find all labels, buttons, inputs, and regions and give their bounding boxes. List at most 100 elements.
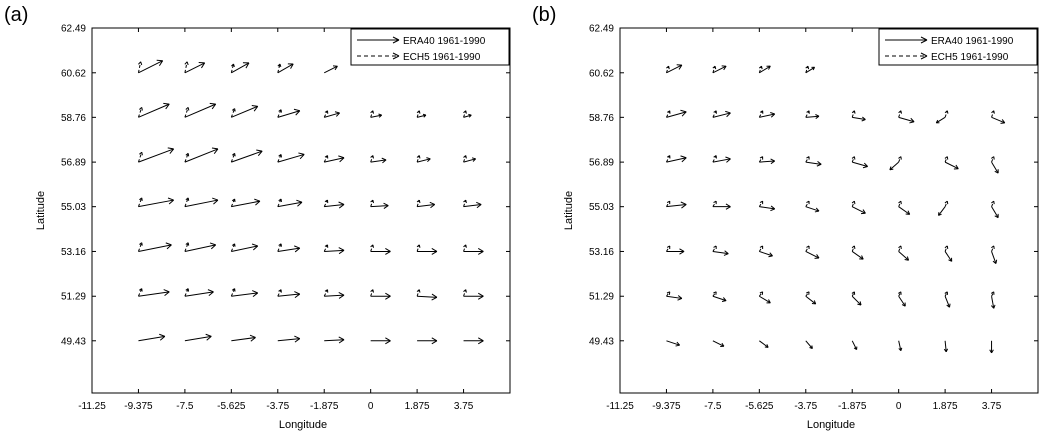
vector-head <box>768 299 771 304</box>
vector-head <box>944 110 948 114</box>
ech5-wind-vector <box>712 291 717 297</box>
vector-shaft <box>712 291 717 297</box>
vector-shaft <box>184 291 214 297</box>
vector-head <box>209 242 216 246</box>
vector-shaft <box>759 295 771 304</box>
vector-head <box>898 245 902 249</box>
vector-shaft <box>184 103 216 118</box>
vector-shaft <box>277 201 303 208</box>
vector-shaft <box>898 245 902 252</box>
ech5-wind-vector <box>665 65 670 73</box>
vector-head <box>324 155 328 158</box>
vector-shaft <box>805 161 822 165</box>
vector-head <box>167 147 174 150</box>
vector-head <box>166 244 172 250</box>
vector-shaft <box>324 112 340 118</box>
vector-shaft <box>666 203 687 208</box>
vector-shaft <box>416 199 420 207</box>
y-tick-label: 55.03 <box>61 202 86 213</box>
era40-wind-vector <box>805 251 820 259</box>
vector-head <box>370 289 374 292</box>
vector-head <box>293 108 300 112</box>
y-tick-label: 60.62 <box>589 68 614 79</box>
vector-shaft <box>759 65 771 74</box>
vector-head <box>252 290 258 294</box>
vector-shaft <box>805 110 810 118</box>
vector-head <box>681 204 687 209</box>
x-tick-label: -11.25 <box>78 401 106 412</box>
vector-shaft <box>463 155 467 163</box>
vector-head <box>211 147 218 150</box>
vector-head <box>294 335 300 340</box>
vector-head <box>944 156 948 159</box>
ech5-wind-vector <box>758 291 764 297</box>
vector-head <box>898 200 902 204</box>
vector-shaft <box>944 200 948 207</box>
vector-head <box>770 205 776 210</box>
vector-head <box>431 248 438 252</box>
vector-shaft <box>463 158 476 163</box>
vector-head <box>201 62 206 69</box>
era40-wind-vector <box>231 198 261 208</box>
era40-wind-vector <box>935 116 946 124</box>
vector-head <box>385 251 391 255</box>
vector-head <box>324 289 328 292</box>
ech5-wind-vector <box>665 110 671 118</box>
vector-shaft <box>137 152 143 163</box>
vector-shaft <box>759 206 775 210</box>
y-tick-label: 62.49 <box>589 24 614 35</box>
vector-head <box>210 244 217 250</box>
vector-shaft <box>898 206 910 215</box>
vector-shaft <box>324 249 345 252</box>
vector-shaft <box>323 110 328 118</box>
y-tick-label: 49.43 <box>589 336 614 347</box>
vector-head <box>723 65 727 71</box>
legend: ERA40 1961-1990 ECH5 1961-1990 <box>350 28 510 66</box>
era40-wind-vector <box>277 335 301 343</box>
era40-wind-vector <box>991 251 998 264</box>
era40-wind-vector <box>805 161 822 167</box>
vector-shaft <box>666 295 682 299</box>
era40-wind-vector <box>712 156 731 163</box>
vector-head <box>722 297 727 301</box>
vector-shaft <box>758 245 764 252</box>
vector-head <box>680 201 687 205</box>
vector-head <box>139 197 143 201</box>
vector-shaft <box>936 116 946 124</box>
vector-head <box>666 155 671 158</box>
vector-shaft <box>991 110 995 118</box>
vector-head <box>770 112 775 115</box>
vector-shaft <box>370 114 382 118</box>
quiver-plot-b: -11.25 -9.375 -7.5 -5.625 -3.75 -1.875 0 1.875 3… <box>563 24 1039 431</box>
vector-head <box>806 245 810 248</box>
era40-wind-vector <box>759 250 773 258</box>
era40-wind-vector <box>944 296 951 308</box>
vector-head <box>278 198 282 202</box>
vector-shaft <box>944 251 953 262</box>
legend-arrow-head <box>392 55 400 60</box>
ech5-wind-vector <box>990 291 995 297</box>
x-tick-label: 1.875 <box>405 401 430 412</box>
ech5-wind-vector <box>758 65 763 73</box>
ech5-wind-vector <box>230 63 235 73</box>
vector-head <box>139 288 143 291</box>
vector-shaft <box>898 340 902 351</box>
ech5-wind-vector <box>416 289 421 297</box>
vector-head <box>185 197 189 201</box>
ech5-wind-vector <box>805 245 810 252</box>
era40-wind-vector <box>666 64 683 74</box>
era40-wind-vector <box>463 157 477 163</box>
ech5-wind-vector <box>666 291 671 297</box>
vector-head <box>416 289 420 292</box>
ech5-wind-vector <box>184 152 190 163</box>
vector-head <box>338 336 345 341</box>
ech5-wind-vector <box>277 154 282 163</box>
vector-head <box>213 148 219 154</box>
vector-shaft <box>944 296 950 308</box>
vector-head <box>805 65 809 69</box>
ech5-wind-vector <box>137 197 143 207</box>
x-tick-label: 3.75 <box>454 401 474 412</box>
era40-wind-vector <box>759 295 771 304</box>
vector-shaft <box>944 245 948 252</box>
vector-shaft <box>416 158 431 163</box>
